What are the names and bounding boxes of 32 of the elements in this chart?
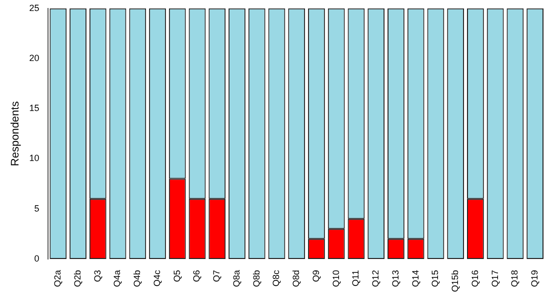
y-tick-label: 15 [29,103,40,114]
x-tick-label: Q14 [410,270,420,287]
x-tick-label: Q17 [490,270,500,287]
y-tick-label: 25 [29,2,40,13]
x-tick-label: Q19 [530,270,540,287]
x-tick-label: Q16 [470,270,480,287]
x-tick-label: Q2a [52,270,63,287]
y-tick-label: 20 [29,53,40,63]
x-tick-label: Q8b [251,270,262,287]
x-tick-label: Q4a [112,270,122,287]
x-tick-label: Q4b [132,270,142,287]
y-tick-label: 10 [29,153,40,164]
x-tick-label: Q6 [192,270,202,282]
x-tick-label: Q2b [72,270,82,287]
x-tick-label: Q8c [271,269,282,286]
y-axis-title: Respondents [10,100,22,166]
x-tick-label: Q11 [350,270,361,286]
x-tick-label: Q7 [212,270,222,282]
x-tick-label: Q15b [450,270,460,292]
x-tick-label: Q8d [291,270,302,287]
x-tick-label: Q15 [430,270,440,287]
x-tick-label: Q9 [310,270,321,282]
x-tick-label: Q10 [330,270,341,287]
y-tick-label: 5 [34,203,40,214]
x-tick-label: Q8a [231,270,242,287]
x-tick-label: Q18 [510,270,520,287]
y-tick-label: 0 [34,253,40,264]
x-tick-label: Q3 [92,270,102,282]
x-tick-label: Q4c [152,269,162,286]
x-tick-label: Q5 [172,270,182,282]
x-tick-label: Q13 [390,270,400,287]
x-tick-label: Q12 [370,270,381,287]
